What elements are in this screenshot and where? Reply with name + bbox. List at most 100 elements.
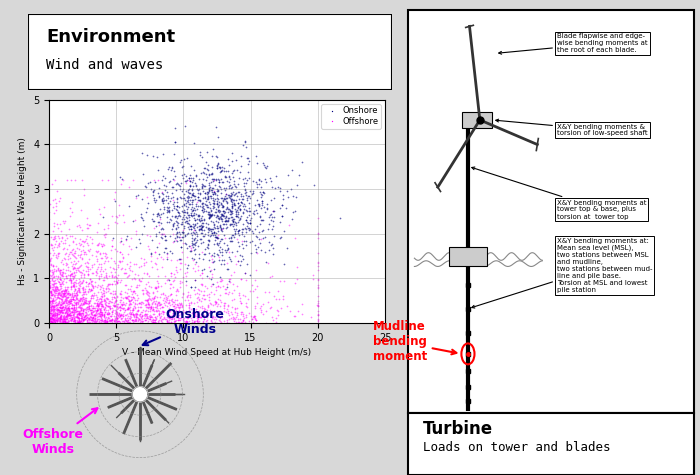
Point <box>196 216 207 224</box>
Point <box>91 299 102 306</box>
Point <box>296 300 307 308</box>
Point <box>62 312 73 319</box>
Point <box>87 302 98 310</box>
Point <box>215 277 226 285</box>
Point <box>128 299 139 306</box>
Point <box>108 316 120 324</box>
Point <box>141 313 153 321</box>
Point <box>101 284 112 292</box>
Point <box>182 198 193 205</box>
Point <box>121 311 132 318</box>
Point <box>48 306 60 314</box>
Point <box>197 203 208 211</box>
Point <box>131 296 142 304</box>
Point <box>209 199 220 207</box>
Point <box>220 300 231 307</box>
Point <box>240 188 251 196</box>
Point <box>71 266 82 273</box>
Point <box>170 230 181 238</box>
Point <box>98 312 109 320</box>
Point <box>232 227 244 234</box>
Point <box>226 290 237 297</box>
Point <box>89 311 100 318</box>
Point <box>207 199 218 207</box>
Point <box>122 250 134 258</box>
Point <box>95 308 106 316</box>
Point <box>130 301 141 308</box>
Point <box>78 242 89 249</box>
Point <box>44 288 55 295</box>
Point <box>58 305 69 313</box>
Point <box>139 222 150 230</box>
Point <box>77 309 88 317</box>
Point <box>205 194 216 201</box>
Point <box>197 181 208 189</box>
Point <box>147 316 158 323</box>
Point <box>256 217 267 224</box>
Point <box>68 245 79 253</box>
Point <box>54 314 65 322</box>
Point <box>57 316 69 324</box>
Point <box>223 182 235 190</box>
Point <box>83 305 94 313</box>
Point <box>245 207 256 215</box>
Point <box>190 291 201 298</box>
Point <box>236 253 247 260</box>
Point <box>312 266 323 274</box>
Point <box>54 317 65 324</box>
Point <box>155 316 167 323</box>
Point <box>260 233 271 241</box>
Point <box>206 170 217 177</box>
Point <box>216 314 228 321</box>
Point <box>223 193 235 201</box>
Point <box>43 285 55 292</box>
Point <box>215 237 226 245</box>
Point <box>127 306 139 314</box>
Point <box>78 283 89 290</box>
Point <box>242 160 253 168</box>
Point <box>183 306 195 314</box>
Point <box>94 313 106 320</box>
Point <box>111 274 122 281</box>
Point <box>95 270 106 277</box>
Point <box>163 206 174 214</box>
Point <box>118 298 129 306</box>
Point <box>204 237 215 245</box>
Point <box>76 240 87 248</box>
Point <box>220 217 231 225</box>
Point <box>75 304 86 311</box>
Point <box>166 314 177 322</box>
Point <box>167 277 178 285</box>
Point <box>84 297 95 304</box>
Point <box>222 208 233 216</box>
Point <box>115 312 126 320</box>
Point <box>108 299 120 306</box>
Point <box>127 287 139 294</box>
Point <box>209 211 220 218</box>
Point <box>225 191 237 199</box>
Point <box>241 218 253 226</box>
Point <box>140 306 151 314</box>
Point <box>208 203 219 211</box>
Point <box>205 207 216 214</box>
Point <box>99 308 111 315</box>
Point <box>163 311 174 319</box>
Point <box>175 277 186 285</box>
Point <box>149 304 160 311</box>
Point <box>67 274 78 282</box>
Point <box>66 308 78 316</box>
Point <box>139 310 150 318</box>
Point <box>141 313 152 320</box>
Point <box>48 281 59 289</box>
Point <box>183 200 195 208</box>
Point <box>48 311 59 319</box>
Point <box>150 259 161 266</box>
Point <box>48 304 60 311</box>
Point <box>87 292 98 299</box>
Point <box>56 271 67 279</box>
Point <box>290 312 301 320</box>
Point <box>312 214 323 222</box>
Point <box>64 311 76 319</box>
Point <box>60 318 71 325</box>
Point <box>62 310 73 318</box>
